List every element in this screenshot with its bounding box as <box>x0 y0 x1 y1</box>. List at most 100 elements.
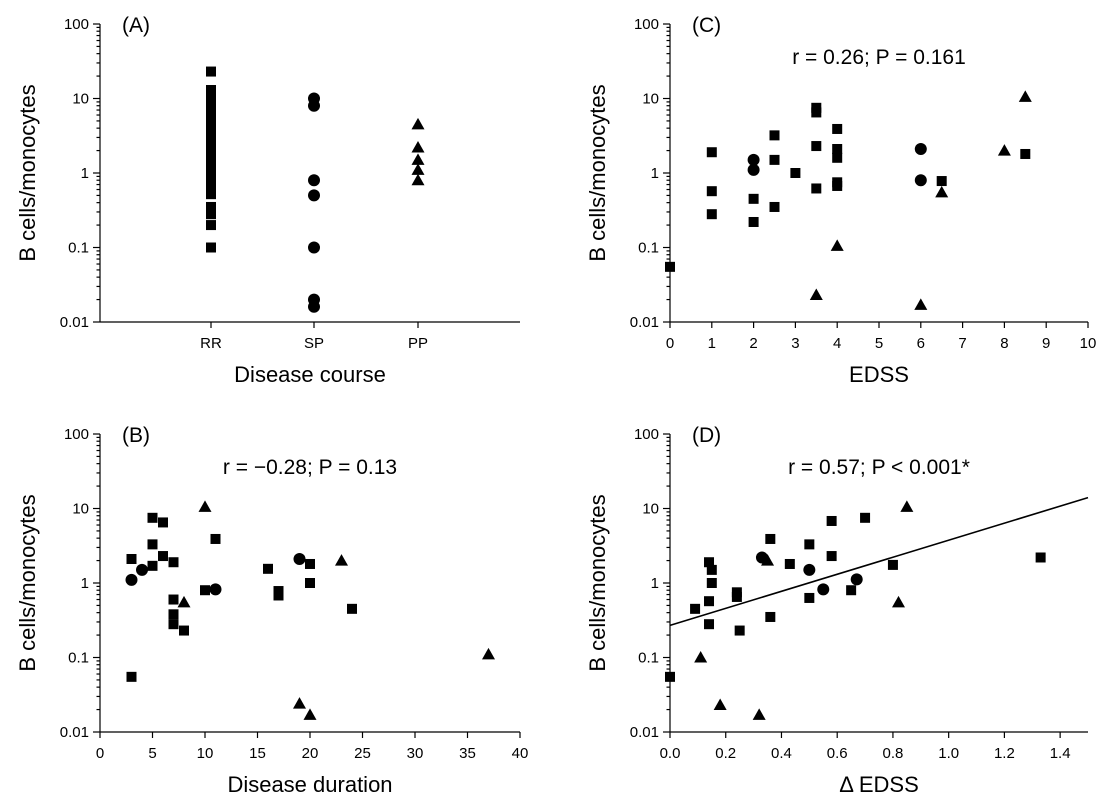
panel-label: (A) <box>122 14 150 37</box>
x-tick-label: 9 <box>1042 335 1050 352</box>
data-point-square <box>765 611 776 622</box>
data-point-square <box>206 220 216 231</box>
y-tick-label: 0.1 <box>68 650 89 667</box>
x-tick-label: 4 <box>833 335 841 352</box>
stat-annotation: r = 0.57; P < 0.001* <box>788 456 970 479</box>
data-point-square <box>706 209 717 220</box>
data-point-square <box>210 533 221 544</box>
data-point-square <box>769 154 780 165</box>
y-axis-title: B cells/monocytes <box>15 84 40 261</box>
data-point-square <box>826 515 837 526</box>
data-point-square <box>832 143 843 154</box>
data-point-triangle <box>1018 90 1032 102</box>
data-point-triangle <box>752 708 766 720</box>
data-point-triangle <box>935 185 949 198</box>
data-point-circle <box>125 573 138 586</box>
data-point-circle <box>308 174 320 187</box>
data-point-square <box>704 619 715 630</box>
y-tick-label: 1 <box>81 575 89 592</box>
data-point-circle <box>136 563 148 576</box>
x-axis-title: Δ EDSS <box>839 772 919 795</box>
x-tick-label: 0.4 <box>771 745 792 762</box>
data-point-triangle <box>411 163 425 175</box>
data-point-square <box>832 123 843 134</box>
data-point-square <box>206 90 216 101</box>
data-point-square <box>1020 148 1031 159</box>
data-point-circle <box>293 552 306 565</box>
data-point-triangle <box>830 239 844 251</box>
y-tick-label: 10 <box>72 91 89 108</box>
regression-line <box>669 496 1089 627</box>
x-tick-label: 0 <box>666 335 674 352</box>
data-point-square <box>769 201 780 212</box>
data-point-square <box>846 585 857 596</box>
y-tick-label: 0.1 <box>638 650 659 667</box>
data-point-square <box>263 563 273 574</box>
data-point-square <box>147 539 158 550</box>
data-point-square <box>811 183 822 194</box>
y-tick-label: 1 <box>651 575 659 592</box>
x-tick-label: RR <box>200 335 222 352</box>
data-point-square <box>748 193 759 204</box>
data-point-square <box>731 591 742 602</box>
data-point-square <box>147 512 158 523</box>
x-tick-label: 1.4 <box>1050 745 1071 762</box>
data-point-square <box>206 85 216 96</box>
data-point-triangle <box>177 595 191 608</box>
y-axis-title: B cells/monocytes <box>585 494 610 671</box>
data-point-square <box>790 168 801 178</box>
data-point-square <box>748 216 759 227</box>
data-point-square <box>665 261 675 272</box>
y-tick-label: 100 <box>64 426 89 443</box>
x-tick-label: PP <box>408 335 428 352</box>
data-point-square <box>158 551 168 562</box>
x-tick-label: 6 <box>917 335 925 352</box>
data-point-triangle <box>482 647 495 660</box>
data-point-triangle <box>914 298 928 310</box>
x-tick-label: SP <box>304 335 324 352</box>
data-point-square <box>706 564 717 575</box>
data-point-square <box>347 603 357 614</box>
data-point-triangle <box>303 708 317 720</box>
y-tick-label: 0.01 <box>60 314 89 331</box>
data-point-circle <box>803 563 816 576</box>
data-point-square <box>147 560 158 571</box>
y-tick-label: 100 <box>634 16 659 33</box>
data-point-triangle <box>411 173 425 186</box>
data-point-square <box>811 107 822 118</box>
data-point-square <box>273 590 284 601</box>
data-point-circle <box>308 241 320 254</box>
y-axis-title: B cells/monocytes <box>585 84 610 261</box>
data-point-square <box>832 152 843 163</box>
panel-2: 0.01 0.1 1 10 100 0 1 2 3 4 5 6 7 8 9 10 EDSS B cells/mon… <box>585 14 1096 387</box>
x-axis-title: Disease course <box>234 362 386 387</box>
data-point-square <box>690 603 701 614</box>
x-tick-label: 20 <box>302 745 319 762</box>
x-tick-label: 8 <box>1000 335 1008 352</box>
data-point-square <box>769 130 780 141</box>
data-point-square <box>305 578 315 588</box>
data-point-square <box>860 512 871 523</box>
y-tick-label: 100 <box>634 426 659 443</box>
x-tick-label: 0.6 <box>827 745 848 762</box>
data-point-square <box>1035 552 1046 563</box>
x-tick-label: 7 <box>958 335 966 352</box>
x-tick-label: 25 <box>354 745 371 762</box>
y-axis-title: B cells/monocytes <box>15 494 40 671</box>
data-point-square <box>784 558 795 569</box>
panel-0: 0.01 0.1 1 10 100 RR SP PP Disease course B cells… <box>15 14 520 387</box>
data-point-square <box>168 609 179 620</box>
data-point-square <box>179 625 189 636</box>
x-tick-label: 5 <box>148 745 156 762</box>
x-tick-label: 15 <box>249 745 266 762</box>
data-point-square <box>887 559 898 570</box>
y-tick-label: 0.01 <box>60 724 89 741</box>
y-tick-label: 1 <box>651 165 659 182</box>
stat-annotation: r = −0.28; P = 0.13 <box>223 456 397 479</box>
x-tick-label: 30 <box>407 745 424 762</box>
data-point-square <box>804 539 815 550</box>
data-point-triangle <box>713 698 727 711</box>
y-tick-label: 10 <box>642 501 659 518</box>
x-tick-label: 0.2 <box>715 745 736 762</box>
